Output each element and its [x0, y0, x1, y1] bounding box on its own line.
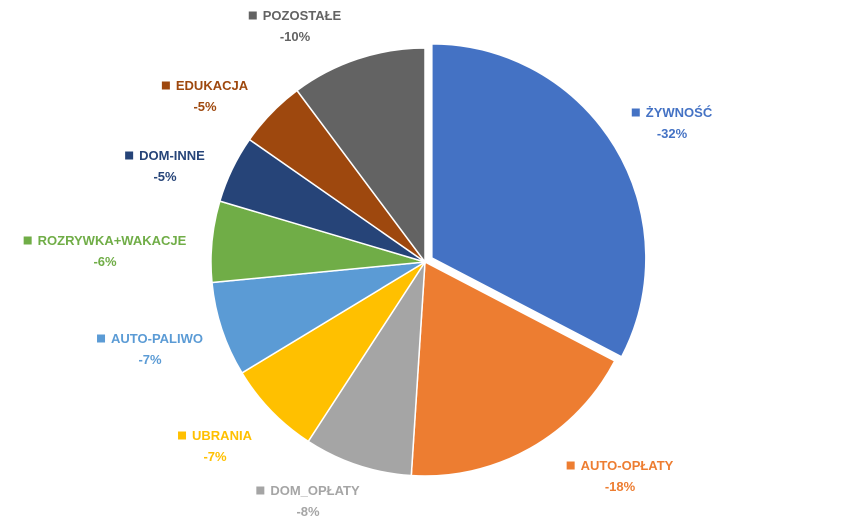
data-label-name: EDUKACJA — [176, 78, 249, 93]
pie-slice-zywnosc — [431, 43, 647, 358]
data-label-edukacja: EDUKACJA -5% — [161, 78, 249, 114]
data-label-value: -7% — [138, 352, 162, 367]
data-label-name: DOM_OPŁATY — [270, 483, 360, 498]
data-label-rozrywka-wakacje: ROZRYWKA+WAKACJE -6% — [23, 233, 187, 269]
data-label-value: -18% — [605, 479, 636, 494]
data-label-name: ROZRYWKA+WAKACJE — [38, 233, 187, 248]
data-label-name: AUTO-OPŁATY — [581, 458, 674, 473]
data-label-value: -5% — [153, 169, 177, 184]
data-label-auto-paliwo: AUTO-PALIWO -7% — [97, 331, 203, 367]
data-labels: ŻYWNOŚĆ -32% AUTO-OPŁATY -18% DOM_OPŁATY -8% U… — [23, 8, 713, 519]
legend-key-square — [23, 236, 32, 245]
pie-slice-auto-oplaty — [410, 260, 616, 477]
data-label-value: -6% — [93, 254, 117, 269]
data-label-value: -8% — [296, 504, 320, 519]
data-label-name: ŻYWNOŚĆ — [646, 105, 713, 120]
legend-key-square — [178, 431, 187, 440]
pie-slice-pozostale — [295, 47, 426, 265]
legend-key-square — [256, 486, 265, 495]
data-label-auto-oplaty: AUTO-OPŁATY -18% — [566, 458, 674, 494]
data-label-name: AUTO-PALIWO — [111, 331, 203, 346]
pie-slice-dom-oplaty — [307, 259, 426, 477]
data-label-value: -5% — [193, 99, 217, 114]
legend-key-square — [631, 108, 640, 117]
data-label-value: -32% — [657, 126, 688, 141]
data-label-dom-inne: DOM-INNE -5% — [125, 148, 205, 184]
legend-key-square — [248, 11, 257, 20]
legend-key-square — [566, 461, 575, 470]
data-label-zywnosc: ŻYWNOŚĆ -32% — [631, 105, 713, 141]
data-label-name: UBRANIA — [192, 428, 253, 443]
data-label-pozostale: POZOSTAŁE -10% — [248, 8, 342, 44]
data-label-name: DOM-INNE — [139, 148, 205, 163]
pie-slices — [210, 43, 647, 477]
data-label-value: -7% — [203, 449, 227, 464]
data-label-name: POZOSTAŁE — [263, 8, 342, 23]
legend-key-square — [97, 334, 106, 343]
data-label-ubrania: UBRANIA -7% — [178, 428, 253, 464]
data-label-dom-oplaty: DOM_OPŁATY -8% — [256, 483, 360, 519]
legend-key-square — [125, 151, 134, 160]
data-label-value: -10% — [280, 29, 311, 44]
legend-key-square — [161, 81, 170, 90]
